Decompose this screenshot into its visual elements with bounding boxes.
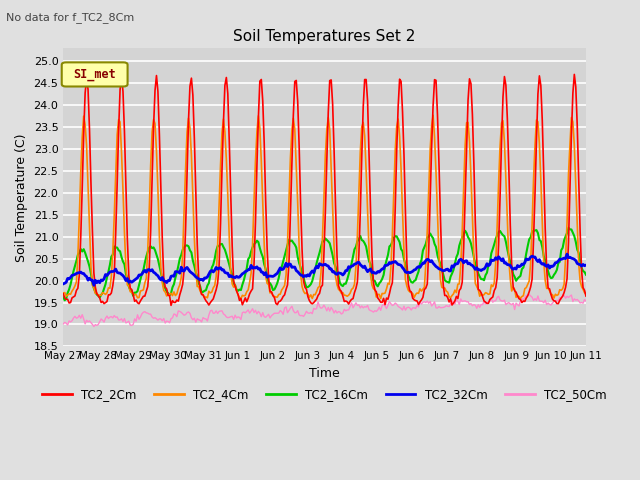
Legend: TC2_2Cm, TC2_4Cm, TC2_16Cm, TC2_32Cm, TC2_50Cm: TC2_2Cm, TC2_4Cm, TC2_16Cm, TC2_32Cm, TC… — [38, 384, 612, 406]
FancyBboxPatch shape — [61, 62, 127, 86]
Text: SI_met: SI_met — [73, 68, 116, 81]
Y-axis label: Soil Temperature (C): Soil Temperature (C) — [15, 133, 28, 262]
Text: No data for f_TC2_8Cm: No data for f_TC2_8Cm — [6, 12, 134, 23]
X-axis label: Time: Time — [309, 367, 340, 380]
Title: Soil Temperatures Set 2: Soil Temperatures Set 2 — [234, 29, 416, 44]
